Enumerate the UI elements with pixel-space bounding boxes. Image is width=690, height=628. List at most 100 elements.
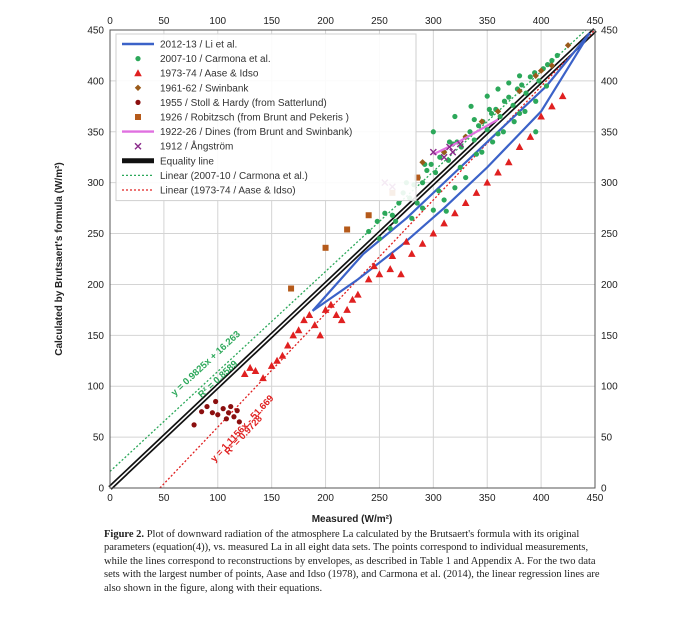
series-2-point [316, 331, 324, 339]
series-1-point [468, 103, 474, 109]
y-axis-title: Calculated by Brutsaert's formula (W/m²) [54, 162, 65, 356]
legend-label-3: 1961-62 / Swinbank [160, 83, 249, 94]
series-3-point [564, 42, 572, 49]
legend-label-6: 1922-26 / Dines (from Brunt and Swinbank… [160, 127, 352, 138]
series-1-point [519, 82, 525, 88]
series-4-point [223, 416, 229, 422]
x-axis-title: Measured (W/m²) [312, 514, 393, 525]
series-2-point [504, 158, 513, 166]
legend: 2012-13 / Li et al. 2007-10 / Carmona et … [115, 33, 417, 202]
series-1-point [523, 90, 529, 96]
axis-ticks: 0050501001001501502002002502503003003503… [87, 16, 618, 504]
series-3-point [440, 148, 448, 156]
series-4-point [199, 409, 205, 415]
series-2-point [537, 112, 545, 120]
y-tick-label-left: 350 [87, 127, 104, 138]
series-2-point [418, 239, 427, 247]
y-tick-label-right: 50 [601, 433, 613, 444]
series-1-point [430, 207, 436, 213]
legend-label-8: Equality line [160, 156, 214, 167]
series-3-point [532, 72, 539, 79]
x-tick-label-top: 400 [533, 16, 550, 27]
x-tick-label-bottom: 200 [317, 493, 334, 504]
series-1-point [409, 215, 415, 221]
series-2-point [240, 370, 249, 378]
legend-label-10: Linear (1973-74 / Aase & Idso) [160, 186, 296, 197]
series-2-point [429, 229, 438, 237]
y-tick-label-left: 250 [87, 229, 104, 240]
series-2-point [327, 300, 335, 308]
y-tick-label-right: 350 [601, 127, 618, 138]
series-1-point [443, 208, 449, 214]
series-1-point [495, 86, 501, 92]
series-marks [191, 32, 591, 428]
series-1-point [414, 200, 420, 206]
x-tick-label-top: 450 [587, 16, 604, 27]
series-1-point [533, 98, 539, 104]
series-1-point [463, 174, 469, 181]
series-1-point [436, 188, 442, 194]
y-tick-label-right: 200 [601, 280, 618, 291]
series-2-point [375, 270, 384, 278]
series-4-point [213, 398, 219, 405]
series-1-point [428, 161, 434, 167]
series-1-point [467, 129, 473, 135]
series-0-envelope-0 [311, 32, 591, 312]
series-2-point [472, 188, 481, 196]
legend-box [115, 33, 417, 202]
series-6-envelope-0 [432, 118, 499, 156]
series-1-point [376, 236, 383, 242]
series-1-point [522, 108, 528, 115]
series-1-point [374, 218, 380, 224]
series-1-point [484, 93, 490, 99]
series-1-point [437, 154, 443, 160]
legend-label-7: 1912 / Ångström [160, 140, 233, 153]
series-1-point [506, 80, 512, 86]
series-1-point [495, 131, 501, 137]
y-tick-label-left: 0 [98, 484, 104, 495]
series-7-point [449, 148, 457, 156]
legend-label-9: Linear (2007-10 / Carmona et al.) [160, 171, 308, 182]
series-1-point [441, 197, 447, 203]
x-tick-label-top: 150 [263, 16, 280, 27]
caption-text: Plot of downward radiation of the atmosp… [104, 529, 600, 594]
series-4-point [231, 414, 237, 420]
y-tick-label-right: 300 [601, 178, 618, 189]
series-1-point [544, 62, 551, 68]
y-tick-label-right: 0 [601, 484, 607, 495]
series-1-point [389, 212, 395, 218]
series-2-point [402, 237, 411, 245]
series-2-point [440, 219, 448, 227]
caption-label: Figure 2. [104, 529, 145, 540]
x-tick-label-bottom: 150 [263, 493, 280, 504]
series-1-point [506, 94, 512, 100]
series-4-point [220, 406, 226, 412]
series-2-point [483, 178, 492, 186]
series-1-point [446, 139, 453, 145]
series-2-point [321, 305, 330, 313]
y-tick-label-left: 50 [93, 433, 105, 444]
series-2-point [273, 356, 281, 364]
regression-line-10 [159, 29, 596, 489]
series-1-point [430, 129, 436, 135]
series-1-point [549, 57, 555, 64]
series-2-point [259, 374, 267, 382]
series-2-point [354, 290, 362, 298]
x-tick-label-bottom: 300 [425, 493, 442, 504]
regression-line-9 [109, 29, 587, 472]
series-1-point [387, 225, 393, 232]
series-4-point [234, 408, 240, 414]
series-2-point [386, 265, 395, 273]
series-1-point [516, 73, 523, 79]
series-1-point [490, 139, 496, 145]
series-2-point [289, 331, 298, 339]
legend-label-1: 2007-10 / Carmona et al. [160, 54, 271, 65]
series-3-point [478, 118, 486, 125]
series-4-point [215, 412, 221, 418]
y-tick-label-left: 150 [87, 331, 104, 342]
series-2-point [267, 361, 276, 369]
series-1-point [486, 106, 492, 112]
series-1-point [396, 200, 402, 206]
series-1-point [366, 228, 372, 235]
legend-swatch-7 [134, 142, 142, 150]
